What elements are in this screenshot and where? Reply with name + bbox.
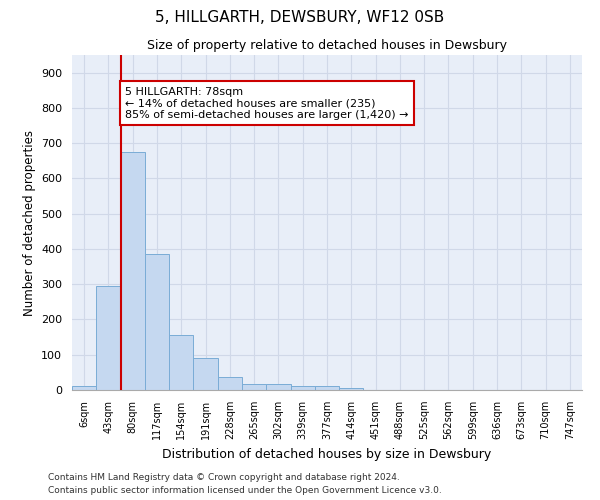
Bar — [218, 376, 242, 390]
Bar — [169, 336, 193, 390]
Y-axis label: Number of detached properties: Number of detached properties — [23, 130, 35, 316]
Bar — [242, 384, 266, 390]
Text: 5 HILLGARTH: 78sqm
← 14% of detached houses are smaller (235)
85% of semi-detach: 5 HILLGARTH: 78sqm ← 14% of detached hou… — [125, 86, 409, 120]
Bar — [266, 384, 290, 390]
Bar — [315, 386, 339, 390]
Bar — [290, 386, 315, 390]
Bar — [145, 254, 169, 390]
Bar — [193, 358, 218, 390]
Bar — [121, 152, 145, 390]
X-axis label: Distribution of detached houses by size in Dewsbury: Distribution of detached houses by size … — [163, 448, 491, 460]
Title: Size of property relative to detached houses in Dewsbury: Size of property relative to detached ho… — [147, 40, 507, 52]
Bar — [339, 388, 364, 390]
Bar — [96, 286, 121, 390]
Text: 5, HILLGARTH, DEWSBURY, WF12 0SB: 5, HILLGARTH, DEWSBURY, WF12 0SB — [155, 10, 445, 25]
Text: Contains HM Land Registry data © Crown copyright and database right 2024.
Contai: Contains HM Land Registry data © Crown c… — [48, 474, 442, 495]
Bar — [72, 386, 96, 390]
